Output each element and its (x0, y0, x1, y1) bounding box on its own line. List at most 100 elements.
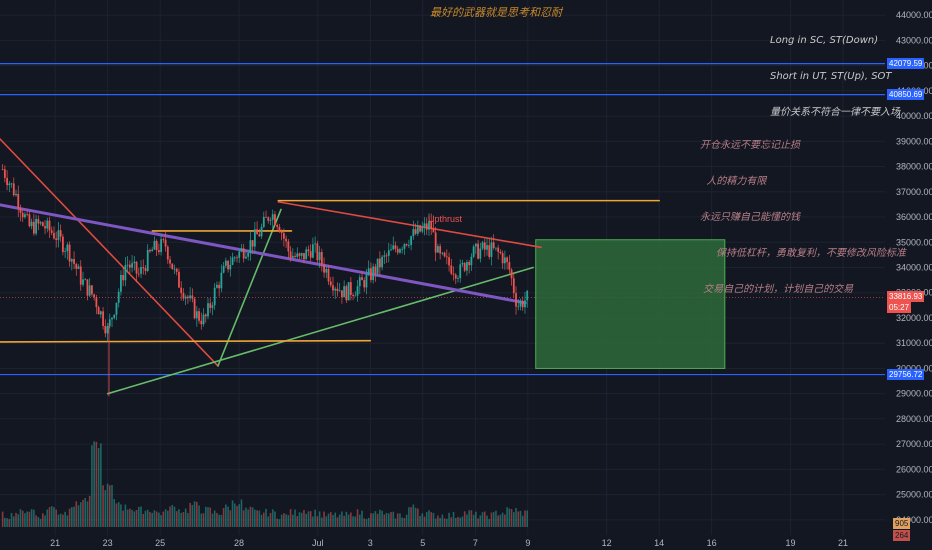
candle-body (483, 242, 486, 250)
candle-body (316, 243, 319, 261)
candle-body (463, 263, 466, 271)
volume-bar (4, 517, 6, 527)
note-line: 开仓永远不要忘记止损 (700, 140, 800, 151)
volume-bar (91, 445, 93, 527)
candle-body (385, 255, 388, 257)
volume-bar (35, 515, 37, 527)
price-tag: 29756.72 (887, 368, 925, 380)
volume-bar (209, 507, 212, 527)
volume-bar (17, 514, 20, 527)
volume-bar (251, 507, 254, 527)
candle-body (195, 311, 198, 319)
candle-body (251, 240, 254, 247)
target-zone-rect (535, 239, 726, 369)
candle-body (122, 274, 125, 281)
candle-body (93, 294, 96, 298)
volume-bar (519, 510, 522, 527)
volume-bar (356, 509, 359, 527)
candle-body (524, 300, 526, 308)
candle-body (309, 251, 312, 258)
candle-body (477, 243, 479, 259)
volume-bar (303, 510, 305, 527)
volume-bar (307, 511, 310, 527)
volume-bar (196, 501, 198, 527)
candle-body (363, 280, 366, 288)
volume-bar (276, 518, 278, 527)
candle-body (64, 251, 67, 253)
upthrust-label: Upthrust (428, 214, 463, 224)
volume-bar (459, 517, 462, 527)
candle-body (124, 264, 127, 281)
volume-bar (229, 510, 232, 527)
time-tick-label: Jul (312, 538, 324, 548)
volume-bar (504, 514, 506, 527)
volume-tag: 264 (893, 530, 911, 541)
candle-body (325, 268, 328, 273)
candle-body (517, 306, 520, 308)
candle-body (236, 257, 238, 259)
candle-body (497, 247, 500, 252)
volume-bar (242, 510, 245, 527)
volume-bar (108, 485, 111, 527)
candle-body (59, 230, 62, 237)
volume-bar (300, 512, 303, 527)
candle-body (262, 216, 265, 227)
candle-body (495, 247, 497, 249)
volume-bar (104, 490, 107, 527)
candle-body (24, 214, 26, 218)
candle-body (68, 244, 71, 262)
candle-body (247, 253, 250, 257)
candle-body (269, 219, 272, 221)
candle-body (434, 232, 437, 253)
note-line: Short in UT, ST(Up), SOT (770, 71, 892, 82)
volume-bar (53, 507, 55, 527)
candle-body (35, 218, 38, 234)
volume-bar (73, 506, 75, 527)
volume-bar (59, 513, 62, 527)
price-tick-label: 28000.00 (896, 414, 932, 424)
volume-bar (363, 518, 366, 527)
volume-bar (430, 512, 433, 527)
time-tick-label: 5 (420, 538, 425, 548)
candle-body (354, 295, 357, 297)
candle-body (204, 314, 207, 317)
candle-body (104, 326, 107, 334)
price-tick-label: 43000.00 (896, 35, 932, 45)
volume-bar (249, 506, 252, 527)
candle-body (160, 239, 163, 253)
note-line: Long in SC, ST(Down) (770, 35, 879, 46)
candle-body (414, 229, 417, 234)
candle-body (492, 242, 495, 248)
candle-body (231, 257, 234, 265)
target-zone[interactable] (535, 239, 726, 369)
candle-body (289, 251, 292, 258)
candle-body (320, 252, 323, 265)
candle-body (280, 231, 283, 234)
candle-body (479, 248, 482, 259)
volume-bar (499, 514, 502, 527)
trend-line (217, 208, 282, 367)
volume-bar (124, 504, 127, 527)
candle-body (97, 307, 100, 315)
volume-bar (149, 512, 151, 527)
trend-lines[interactable] (0, 136, 660, 395)
candle-body (155, 240, 158, 251)
volume-bar (396, 513, 399, 527)
volume-bar (113, 499, 116, 527)
candle-body (95, 297, 98, 308)
candle-body (128, 264, 131, 268)
candle-body (238, 251, 241, 258)
volume-bar (37, 517, 40, 527)
candle-body (296, 253, 299, 257)
time-axis[interactable]: 21 23 25 28 Jul 3 5 7 9 12 14 16 19 21 (50, 538, 848, 548)
candle-body (461, 263, 464, 265)
volume-bar (173, 506, 176, 527)
price-tick-label: 34000.00 (896, 263, 932, 273)
candle-body (336, 288, 339, 292)
volume-bar (374, 511, 377, 527)
volume-bar (15, 512, 17, 527)
volume-bar (216, 513, 218, 527)
volume-bar (437, 515, 439, 527)
candle-body (276, 224, 279, 227)
